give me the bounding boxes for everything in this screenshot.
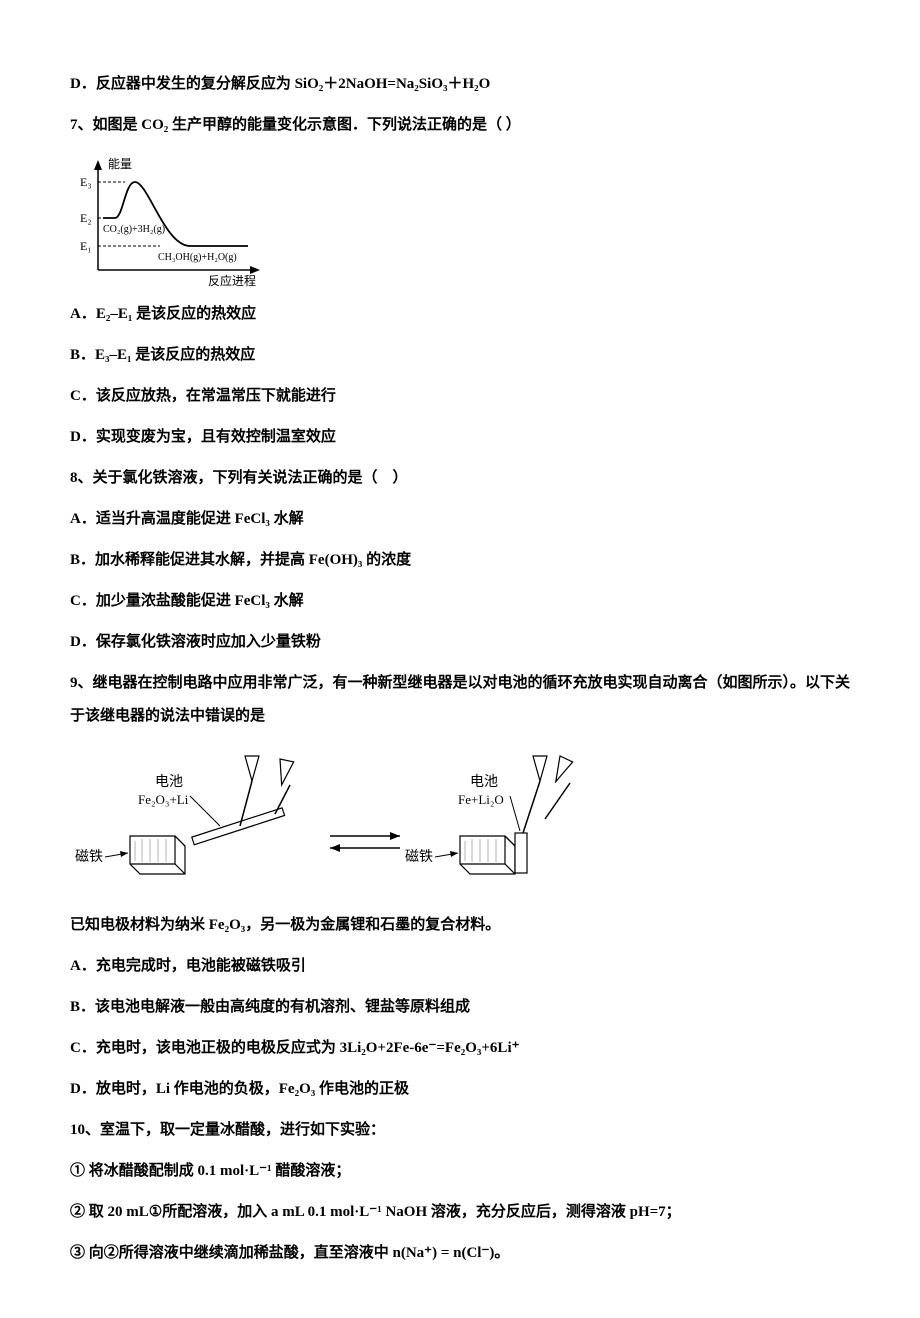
q8-option-a: A．适当升高温度能促进 FeCl₃ 水解	[70, 503, 850, 536]
q8-option-d: D．保存氯化铁溶液时应加入少量铁粉	[70, 626, 850, 659]
q10-step-2: ② 取 20 mL①所配溶液，加入 a mL 0.1 mol·L⁻¹ NaOH …	[70, 1196, 850, 1229]
relay-right-battery-label: 电池	[470, 774, 498, 790]
q9-stem: 9、继电器在控制电路中应用非常广泛，有一种新型继电器是以对电池的循环充放电实现自…	[70, 667, 850, 733]
energy-x-label: 反应进程	[208, 273, 256, 288]
q8-option-b: B．加水稀释能促进其水解，并提高 Fe(OH)₃ 的浓度	[70, 544, 850, 577]
energy-e3: E₃	[80, 175, 92, 189]
q8-option-c: C．加少量浓盐酸能促进 FeCl₃ 水解	[70, 585, 850, 618]
q8-stem: 8、关于氯化铁溶液，下列有关说法正确的是（ ）	[70, 462, 850, 495]
relay-magnet-label-left: 磁铁	[75, 849, 103, 865]
q10-step-3: ③ 向②所得溶液中继续滴加稀盐酸，直至溶液中 n(Na⁺) = n(Cl⁻)。	[70, 1237, 850, 1270]
q10-step-1: ① 将冰醋酸配制成 0.1 mol·L⁻¹ 醋酸溶液；	[70, 1155, 850, 1188]
relay-left-battery-chem: Fe₂O₃+Li	[138, 792, 189, 807]
energy-e2: E₂	[80, 211, 92, 225]
q7-option-d: D．实现变废为宝，且有效控制温室效应	[70, 421, 850, 454]
q7-stem: 7、如图是 CO₂ 生产甲醇的能量变化示意图．下列说法正确的是（ ）	[70, 109, 850, 142]
relay-left-battery-label: 电池	[155, 774, 183, 790]
q7-option-a: A．E₂–E₁ 是该反应的热效应	[70, 298, 850, 331]
energy-y-label: 能量	[108, 157, 132, 171]
q9-known: 已知电极材料为纳米 Fe₂O₃，另一极为金属锂和石墨的复合材料。	[70, 909, 850, 942]
q9-option-b: B．该电池电解液一般由高纯度的有机溶剂、锂盐等原料组成	[70, 991, 850, 1024]
energy-reagent-right: CH₃OH(g)+H₂O(g)	[158, 252, 237, 263]
energy-e1: E₁	[80, 239, 92, 253]
energy-diagram-figure: 能量 反应进程 E₃ E₂ E₁ CO₂(g)+3H₂(g) CH₃OH(g)+…	[70, 150, 265, 290]
q9-option-a: A．充电完成时，电池能被磁铁吸引	[70, 950, 850, 983]
q6-option-d: D．反应器中发生的复分解反应为 SiO₂＋2NaOH=Na₂SiO₃＋H₂O	[70, 68, 850, 101]
relay-figure: 磁铁 电池 Fe₂O₃+Li	[70, 741, 630, 901]
relay-right-battery-chem: Fe+Li₂O	[458, 792, 504, 807]
relay-magnet-label-right: 磁铁	[405, 849, 433, 865]
q7-option-c: C．该反应放热，在常温常压下就能进行	[70, 380, 850, 413]
q10-stem: 10、室温下，取一定量冰醋酸，进行如下实验：	[70, 1114, 850, 1147]
q7-option-b: B．E₃–E₁ 是该反应的热效应	[70, 339, 850, 372]
energy-reagent-left: CO₂(g)+3H₂(g)	[103, 224, 165, 235]
q9-option-c: C．充电时，该电池正极的电极反应式为 3Li₂O+2Fe-6e⁻=Fe₂O₃+6…	[70, 1032, 850, 1065]
q9-option-d: D．放电时，Li 作电池的负极，Fe₂O₃ 作电池的正极	[70, 1073, 850, 1106]
